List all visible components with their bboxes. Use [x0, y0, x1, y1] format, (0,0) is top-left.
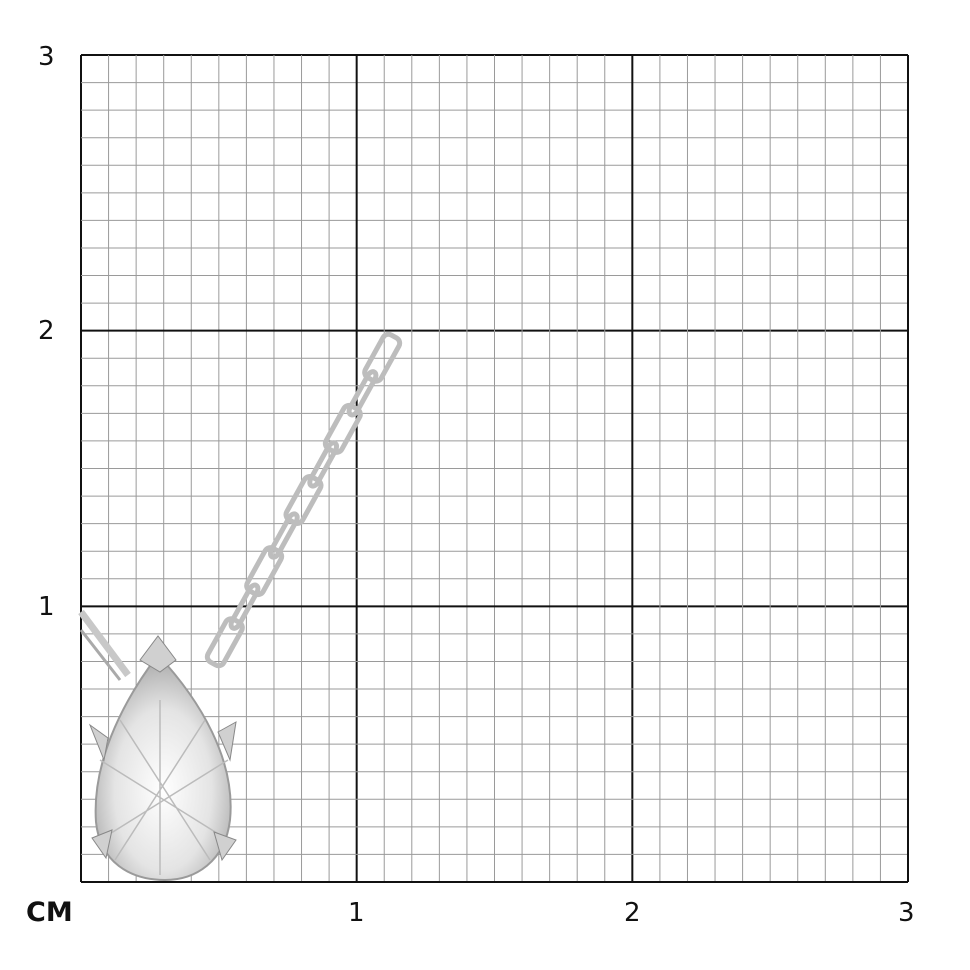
chain-link: [307, 440, 340, 489]
chain-link: [244, 545, 285, 598]
y-tick-2: 2: [38, 316, 55, 346]
y-tick-1: 1: [38, 592, 55, 622]
chain-link: [267, 511, 300, 560]
chain-link: [283, 474, 324, 526]
y-tick-3: 3: [38, 42, 55, 72]
pear-gem: [88, 635, 237, 882]
chain-link: [362, 331, 403, 384]
chain-link: [322, 402, 363, 455]
x-tick-1: 1: [348, 898, 365, 928]
chain-link: [204, 616, 245, 669]
x-tick-2: 2: [624, 898, 641, 928]
chain: [78, 331, 403, 681]
unit-label: CM: [26, 897, 73, 928]
chain-link: [346, 369, 379, 418]
x-tick-3: 3: [898, 898, 915, 928]
chain-link: [228, 582, 261, 631]
